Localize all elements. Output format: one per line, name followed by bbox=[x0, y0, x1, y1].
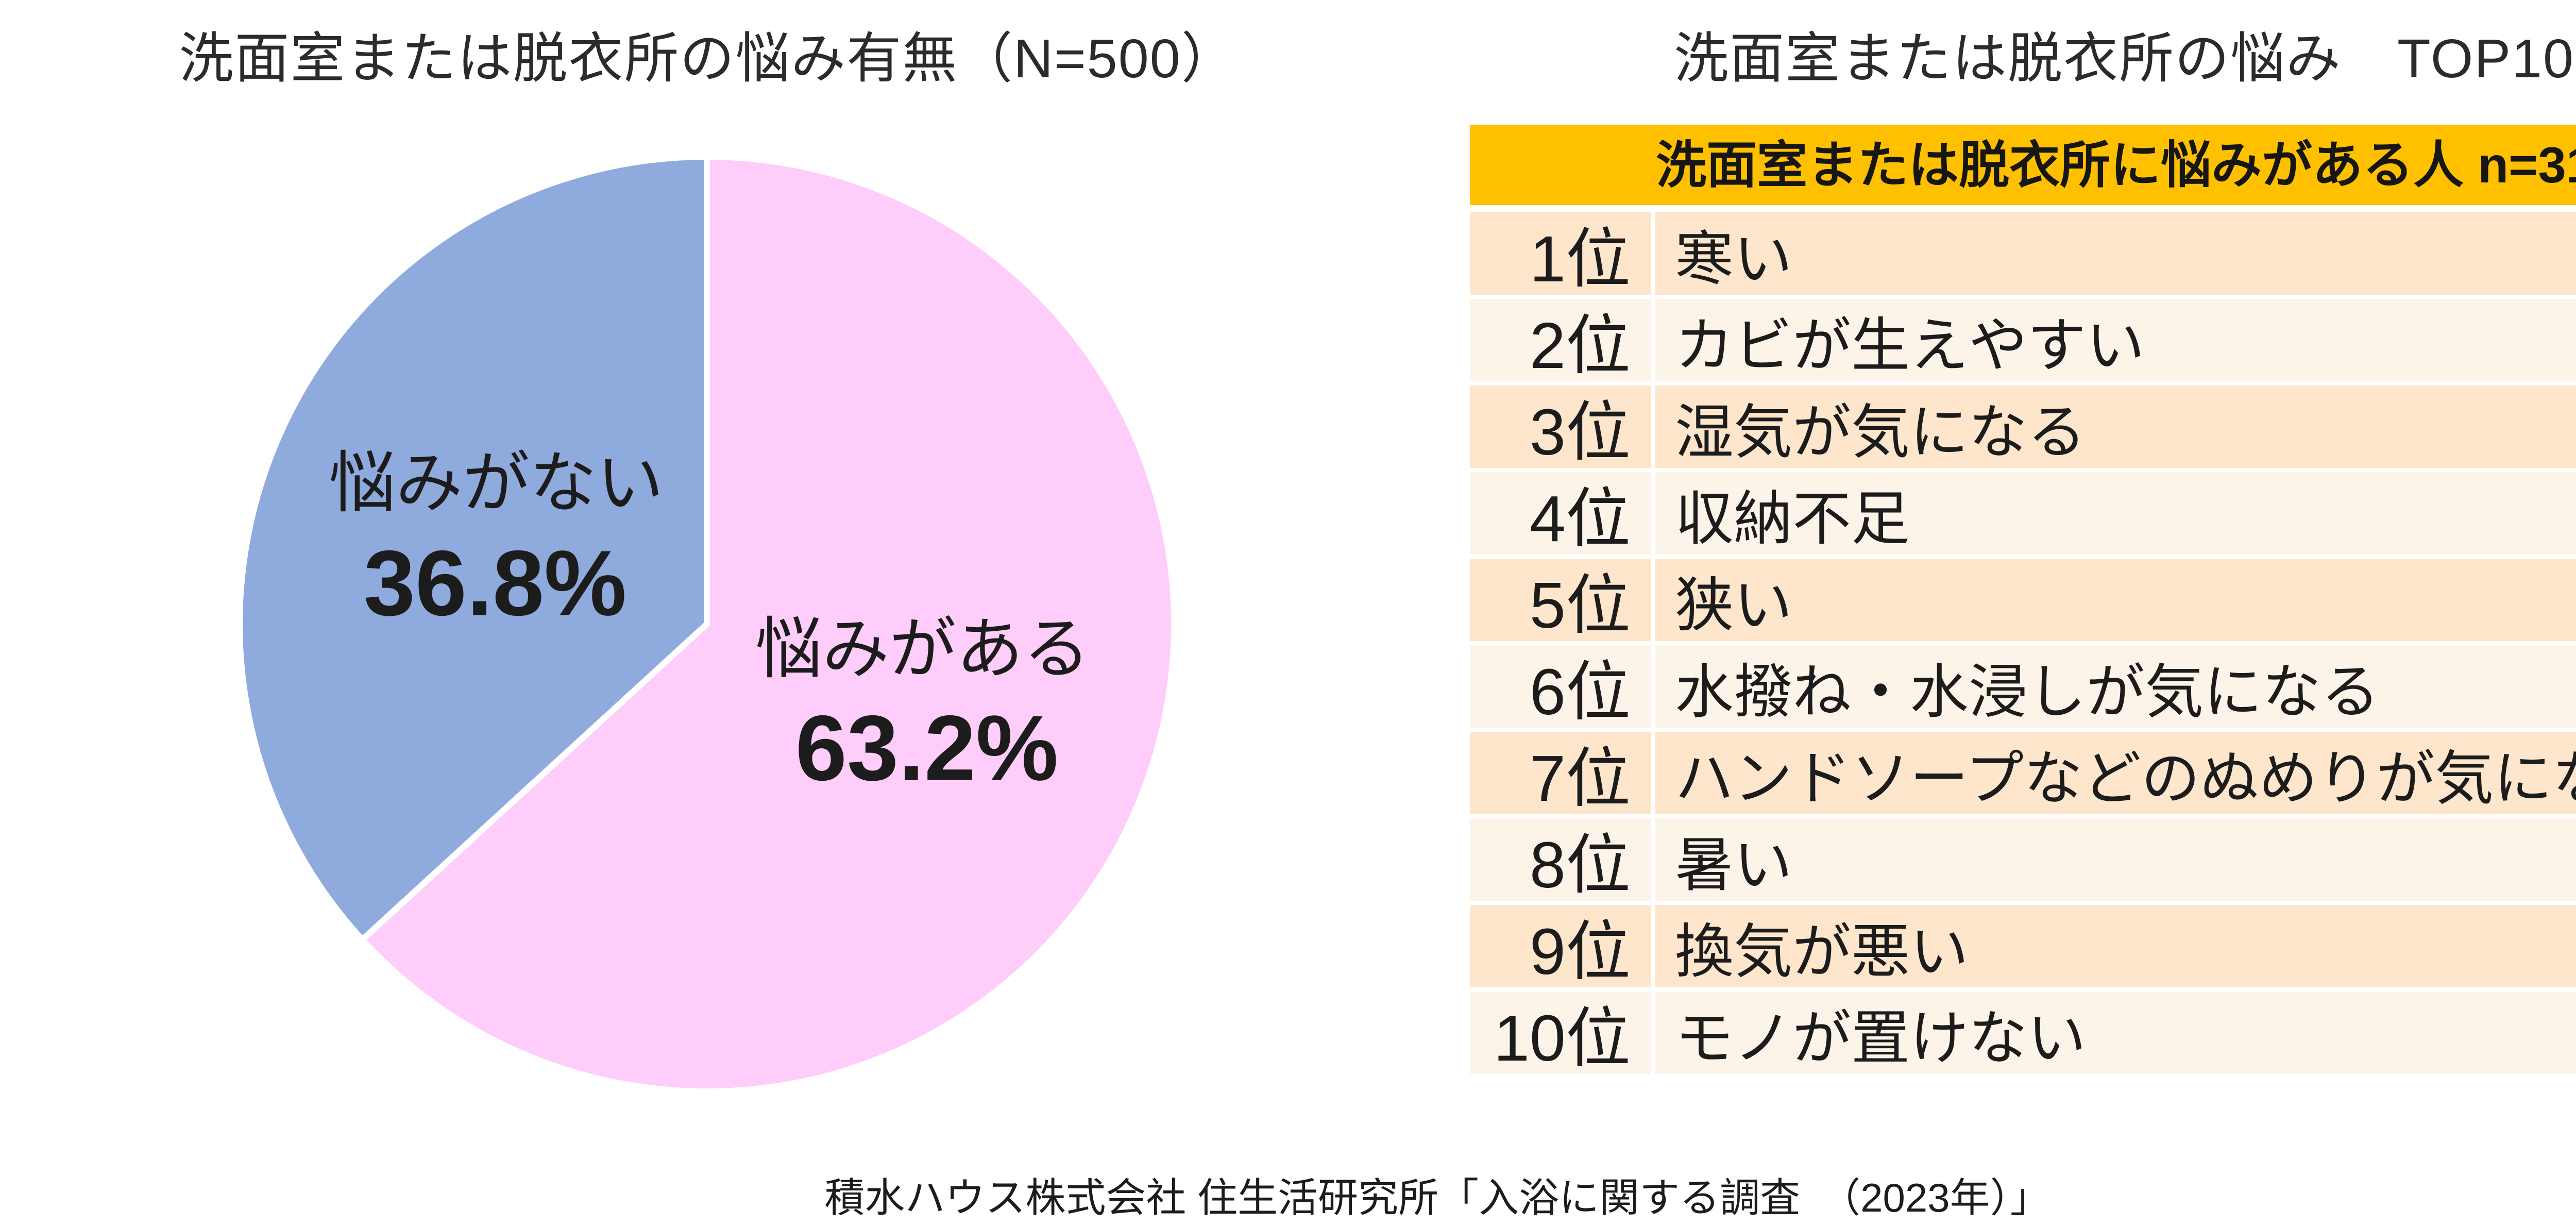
item-cell-9: 換気が悪い bbox=[1655, 905, 2576, 987]
rank-cell-5: 5位 bbox=[1470, 559, 1651, 641]
item-cell-3: 湿気が気になる bbox=[1655, 385, 2576, 468]
pie-label-no-worries: 悩みがない bbox=[328, 445, 664, 520]
rank-cell-7: 7位 bbox=[1470, 732, 1651, 814]
rank-cell-8: 8位 bbox=[1470, 818, 1651, 901]
item-cell-2: カビが生えやすい bbox=[1655, 299, 2576, 381]
pie-value-has-worries: 63.2% bbox=[795, 696, 1059, 800]
ranking-table-body: 1位寒い41.1%2位カビが生えやすい36.7%3位湿気が気になる31.0%4位… bbox=[1470, 212, 2576, 1074]
rank-cell-4: 4位 bbox=[1470, 472, 1651, 555]
table-header-banner: 洗面室または脱衣所に悩みがある人 n=316・複数回答 bbox=[1470, 125, 2576, 205]
pie-chart bbox=[236, 154, 1178, 1095]
rank-cell-6: 6位 bbox=[1470, 645, 1651, 728]
item-cell-7: ハンドソープなどのぬめりが気になる bbox=[1655, 732, 2576, 814]
ranking-table-title: 洗面室または脱衣所の悩み TOP10 bbox=[1674, 28, 2574, 89]
pie-value-no-worries: 36.8% bbox=[363, 531, 627, 635]
source-note: 積水ハウス株式会社 住生活研究所「入浴に関する調査 （2023年）」 bbox=[824, 1175, 2050, 1220]
rank-cell-9: 9位 bbox=[1470, 905, 1651, 987]
item-cell-8: 暑い bbox=[1655, 818, 2576, 901]
item-cell-6: 水撥ね・水浸しが気になる bbox=[1655, 645, 2576, 728]
pie-slice-has-worries bbox=[359, 154, 1178, 1095]
pie-slice-no-worries bbox=[236, 154, 710, 943]
rank-cell-10: 10位 bbox=[1470, 992, 1651, 1074]
pie-label-has-worries: 悩みがある bbox=[755, 611, 1091, 686]
pie-chart-title: 洗面室または脱衣所の悩み有無（N=500） bbox=[179, 28, 1237, 89]
rank-cell-3: 3位 bbox=[1470, 385, 1651, 468]
item-cell-4: 収納不足 bbox=[1655, 472, 2576, 555]
item-cell-1: 寒い bbox=[1655, 212, 2576, 295]
rank-cell-2: 2位 bbox=[1470, 299, 1651, 381]
rank-cell-1: 1位 bbox=[1470, 212, 1651, 295]
item-cell-10: モノが置けない bbox=[1655, 992, 2576, 1074]
item-cell-5: 狭い bbox=[1655, 559, 2576, 641]
